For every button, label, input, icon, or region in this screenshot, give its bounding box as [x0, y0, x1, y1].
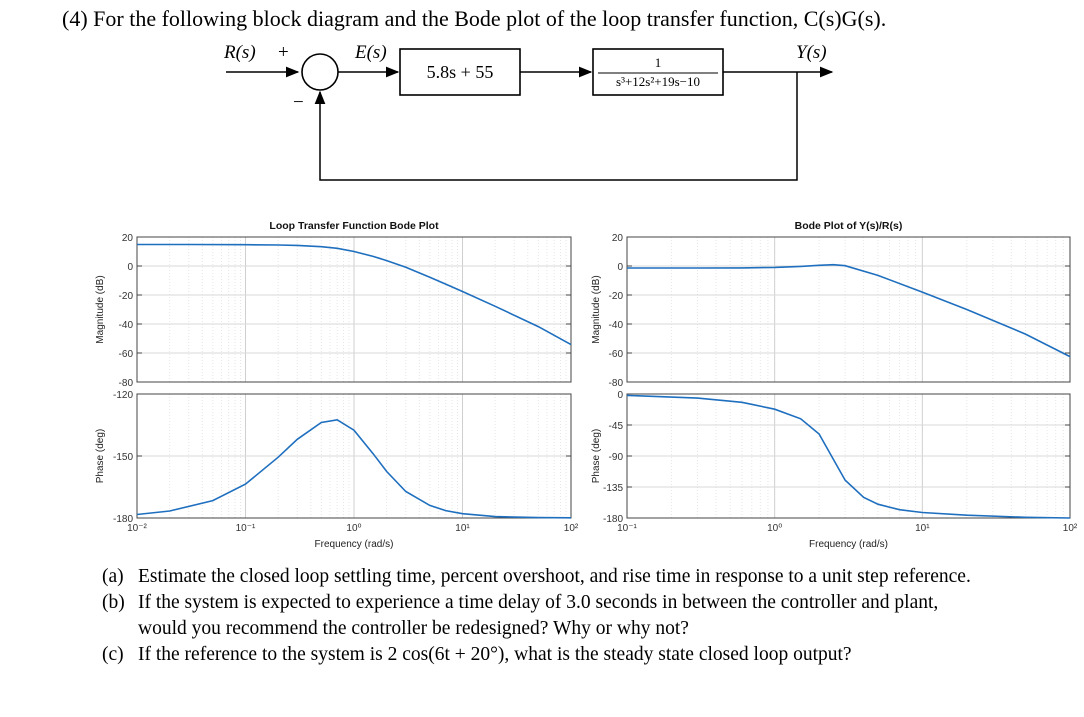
y-tick-label: 0 [127, 262, 133, 273]
question-item: (b) If the system is expected to experie… [102, 590, 982, 642]
x-axis-label: Frequency (rad/s) [315, 539, 394, 550]
y-tick-label: -60 [119, 349, 134, 360]
y-tick-label: 0 [617, 262, 623, 273]
loop-magnitude-plot: 20 0 -20 -40 -60 -80 Loop Transfer Function Bo… [95, 220, 572, 389]
y-tick-label: -40 [119, 320, 134, 331]
y-tick-label: 20 [122, 233, 134, 244]
series-line [136, 418, 572, 519]
question-text: If the system is expected to experience … [138, 592, 939, 639]
x-tick-label: 10⁰ [767, 523, 782, 534]
x-tick-label: 10² [1063, 523, 1078, 534]
controller-tf: 5.8s + 55 [426, 62, 494, 82]
y-tick-label: -40 [609, 320, 624, 331]
x-axis-label: Frequency (rad/s) [809, 539, 888, 550]
y-tick-label: -20 [609, 291, 624, 302]
controller-block [399, 48, 521, 96]
plant-denominator: s³+12s²+19s−10 [616, 74, 700, 89]
series-line [627, 263, 1071, 358]
question-item: (a) Estimate the closed loop settling ti… [102, 564, 982, 590]
axes-box [136, 393, 572, 519]
minus-sign: − [293, 92, 304, 113]
y-tick-label: -180 [603, 514, 623, 525]
y-tick-label: -90 [609, 452, 624, 463]
y-tick-label: -180 [113, 514, 133, 525]
y-axis-label: Magnitude (dB) [591, 275, 602, 343]
plant-numerator: 1 [654, 55, 662, 70]
y-tick-label: -120 [113, 390, 133, 401]
y-tick-label: -135 [603, 483, 623, 494]
bode-plots: 20 0 -20 -40 -60 -80 Loop Transfer Function Bo… [95, 220, 1078, 550]
question-item: (c) If the reference to the system is 2 … [102, 642, 982, 668]
axes-box [136, 236, 572, 383]
y-axis-label: Magnitude (dB) [95, 275, 106, 343]
y-axis-label: Phase (deg) [95, 429, 106, 483]
series-line [626, 394, 1071, 519]
y-tick-label: -80 [609, 378, 624, 389]
question-text: If the reference to the system is 2 cos(… [138, 644, 852, 665]
y-tick-label: -150 [113, 452, 133, 463]
closed-loop-magnitude-plot: 20 0 -20 -40 -60 -80 Bode Plot of Y(s)/R(s) Mag… [591, 220, 1071, 389]
x-tick-label: 10⁰ [346, 523, 361, 534]
block-diagram [226, 48, 834, 181]
question-label: (a) [102, 566, 124, 587]
chart-title: Loop Transfer Function Bode Plot [269, 220, 439, 232]
y-tick-label: -45 [609, 421, 624, 432]
question-label: (b) [102, 592, 125, 613]
question-label: (c) [102, 644, 124, 665]
y-tick-label: 0 [617, 390, 623, 401]
series-line [137, 243, 572, 346]
question-text: Estimate the closed loop settling time, … [138, 566, 971, 587]
plus-sign: + [278, 42, 289, 63]
y-tick-label: -60 [609, 349, 624, 360]
plant-block [592, 48, 724, 96]
error-label: E(s) [355, 42, 387, 63]
loop-phase-plot: -120 -150 -180 Phase (deg) 10⁻² 10⁻¹ 10⁰ 10¹ 10²… [95, 390, 579, 550]
x-tick-label: 10² [564, 523, 579, 534]
x-tick-label: 10⁻¹ [617, 523, 637, 534]
closed-loop-phase-plot: 0 -45 -90 -135 -180 Phase (deg) 10⁻¹ 10⁰ 10¹ 10² F… [591, 390, 1078, 550]
x-tick-label: 10⁻² [127, 523, 147, 534]
x-tick-label: 10⁻¹ [236, 523, 256, 534]
axes-box [626, 236, 1071, 383]
x-tick-label: 10¹ [915, 523, 930, 534]
y-tick-label: 20 [612, 233, 624, 244]
input-label: R(s) [224, 42, 256, 63]
y-axis-label: Phase (deg) [591, 429, 602, 483]
questions-list: (a) Estimate the closed loop settling ti… [102, 564, 982, 668]
feedback-path [314, 72, 798, 181]
x-tick-label: 10¹ [455, 523, 470, 534]
y-tick-label: -80 [119, 378, 134, 389]
problem-title: (4) For the following block diagram and … [62, 6, 887, 31]
axes-box [626, 393, 1071, 519]
chart-title: Bode Plot of Y(s)/R(s) [795, 220, 903, 232]
y-tick-label: -20 [119, 291, 134, 302]
output-label: Y(s) [796, 42, 827, 63]
